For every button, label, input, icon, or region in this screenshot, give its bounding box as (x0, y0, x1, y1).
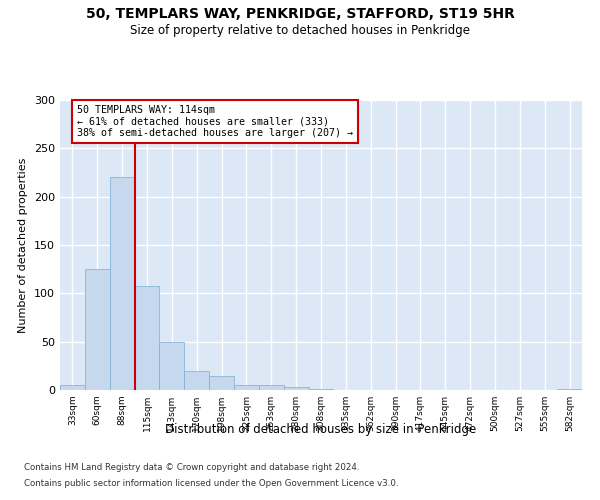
Bar (184, 370, 209, 390)
Bar (234, 385, 259, 390)
Text: 50 TEMPLARS WAY: 114sqm
← 61% of detached houses are smaller (333)
38% of semi-d: 50 TEMPLARS WAY: 114sqm ← 61% of detache… (77, 105, 353, 138)
Bar (60, 385, 85, 390)
Text: Distribution of detached houses by size in Penkridge: Distribution of detached houses by size … (166, 422, 476, 436)
Bar (160, 342, 184, 390)
Text: Contains public sector information licensed under the Open Government Licence v3: Contains public sector information licen… (24, 478, 398, 488)
Bar (110, 178, 134, 390)
Bar (209, 376, 234, 390)
Bar (557, 389, 582, 390)
Text: Size of property relative to detached houses in Penkridge: Size of property relative to detached ho… (130, 24, 470, 37)
Y-axis label: Number of detached properties: Number of detached properties (19, 158, 28, 332)
Bar (308, 389, 334, 390)
Bar (284, 387, 308, 390)
Bar (85, 269, 110, 390)
Bar (134, 286, 160, 390)
Text: Contains HM Land Registry data © Crown copyright and database right 2024.: Contains HM Land Registry data © Crown c… (24, 464, 359, 472)
Bar (259, 385, 284, 390)
Text: 50, TEMPLARS WAY, PENKRIDGE, STAFFORD, ST19 5HR: 50, TEMPLARS WAY, PENKRIDGE, STAFFORD, S… (86, 8, 514, 22)
